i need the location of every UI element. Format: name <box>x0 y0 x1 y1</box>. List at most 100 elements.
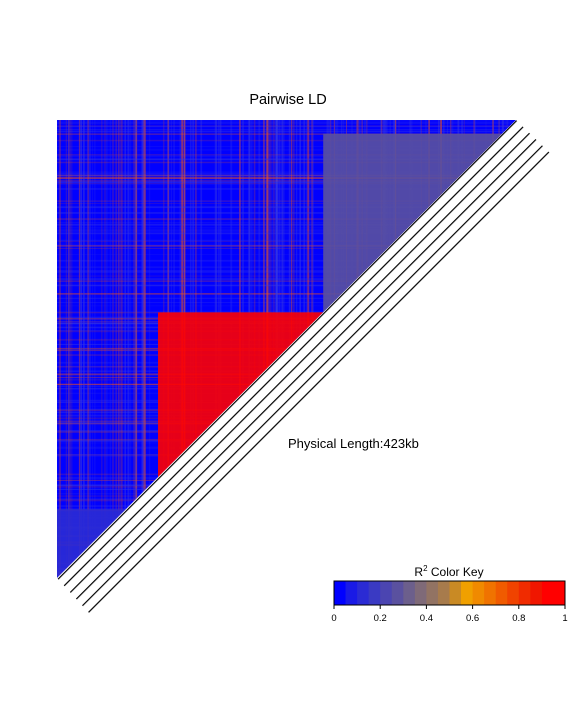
ld-stripe <box>124 120 126 578</box>
ld-stripe <box>57 272 516 273</box>
ld-stripe <box>143 120 146 578</box>
color-key-swatch <box>461 581 473 605</box>
ld-stripe <box>144 120 146 578</box>
ld-stripe <box>118 120 119 578</box>
ld-stripe <box>57 159 516 161</box>
ld-stripe <box>57 275 516 277</box>
ld-stripe <box>57 172 516 174</box>
ld-stripe <box>57 120 516 122</box>
color-key-swatch <box>472 581 485 605</box>
color-key-tick-label: 0.8 <box>512 613 525 624</box>
ld-stripe <box>57 180 516 182</box>
color-key-swatch <box>495 581 508 605</box>
ld-stripe <box>87 120 88 578</box>
ld-stripe <box>71 120 73 578</box>
ld-stripe <box>57 231 516 233</box>
ld-stripe <box>57 126 516 128</box>
ld-stripe <box>57 123 516 125</box>
ld-stripe <box>57 284 516 287</box>
ld-stripe <box>57 183 516 185</box>
ld-stripe <box>57 244 516 247</box>
ld-stripe <box>57 130 516 133</box>
ld-stripe <box>57 182 516 184</box>
ld-stripe <box>57 203 516 204</box>
ld-stripe <box>57 171 516 173</box>
ld-stripe <box>80 120 82 578</box>
color-key-swatch <box>414 581 427 605</box>
ld-stripe <box>57 297 516 299</box>
ld-stripe <box>68 120 69 578</box>
ld-stripe <box>57 155 516 157</box>
ld-stripe <box>57 129 516 130</box>
ld-stripe <box>57 200 516 202</box>
color-key-tick-label: 0.4 <box>420 613 433 624</box>
ld-stripe <box>57 278 516 280</box>
ld-stripe <box>57 505 516 507</box>
ld-stripe <box>57 183 516 184</box>
ld-stripe <box>57 254 516 255</box>
color-key: R2 Color Key 0 0.2 0.4 0.6 0.8 1 <box>331 564 567 624</box>
ld-stripe <box>57 280 516 282</box>
ld-stripe <box>148 120 151 578</box>
ld-stripe <box>57 302 516 303</box>
color-key-tick-label: 0.2 <box>374 613 387 624</box>
ld-stripe <box>57 259 516 262</box>
ld-stripe <box>57 232 516 234</box>
ld-stripe <box>57 224 516 226</box>
ld-stripe <box>133 120 135 578</box>
ld-stripe <box>125 120 126 578</box>
ld-stripe <box>68 120 70 578</box>
chart-title: Pairwise LD <box>249 92 326 108</box>
color-key-swatch <box>437 581 450 605</box>
color-key-tick-label: 1 <box>562 613 567 624</box>
physical-length-label: Physical Length:423kb <box>288 436 419 451</box>
ld-stripe <box>69 120 71 578</box>
color-key-swatch <box>368 581 381 605</box>
ld-stripe <box>142 120 145 578</box>
ld-stripe <box>57 438 516 441</box>
ld-stripe <box>127 120 130 578</box>
ld-stripe <box>112 120 114 578</box>
color-key-swatch <box>541 581 554 605</box>
color-key-swatch <box>334 581 346 605</box>
ld-stripe <box>115 120 117 578</box>
ld-stripe <box>57 310 516 313</box>
ld-stripe <box>57 223 516 226</box>
ld-stripe <box>57 181 516 183</box>
ld-stripe <box>92 120 93 578</box>
ld-stripe <box>141 120 143 578</box>
ld-stripe <box>57 161 516 164</box>
ld-stripe <box>109 120 111 578</box>
ld-stripe <box>106 120 108 578</box>
ld-stripe <box>57 271 516 272</box>
ld-stripe <box>57 218 516 220</box>
ld-stripe <box>57 174 516 177</box>
ld-stripe <box>57 188 516 190</box>
ld-stripe <box>142 120 144 578</box>
ld-stripe <box>57 222 516 224</box>
ld-stripe <box>57 279 516 280</box>
ld-stripe <box>101 120 103 578</box>
ld-stripe <box>57 248 516 249</box>
color-key-tick-label: 0.6 <box>466 613 479 624</box>
color-key-swatch <box>391 581 404 605</box>
color-key-swatch <box>530 581 543 605</box>
ld-stripe <box>94 120 96 578</box>
snp-position-band <box>57 120 553 615</box>
ld-stripe <box>57 154 516 156</box>
ld-stripe <box>57 484 516 486</box>
ld-stripe <box>57 125 516 127</box>
ld-stripe <box>57 240 516 242</box>
ld-stripe <box>57 305 516 307</box>
color-key-swatches <box>334 581 566 605</box>
ld-stripe <box>57 270 516 272</box>
color-key-swatch <box>449 581 462 605</box>
ld-stripe <box>59 120 61 578</box>
color-key-swatch <box>380 581 393 605</box>
ld-stripe <box>83 120 85 578</box>
ld-stripe <box>57 121 516 124</box>
ld-stripe <box>57 495 516 497</box>
ld-stripe <box>57 149 516 151</box>
ld-stripe <box>65 120 67 578</box>
ld-stripe <box>57 133 516 135</box>
